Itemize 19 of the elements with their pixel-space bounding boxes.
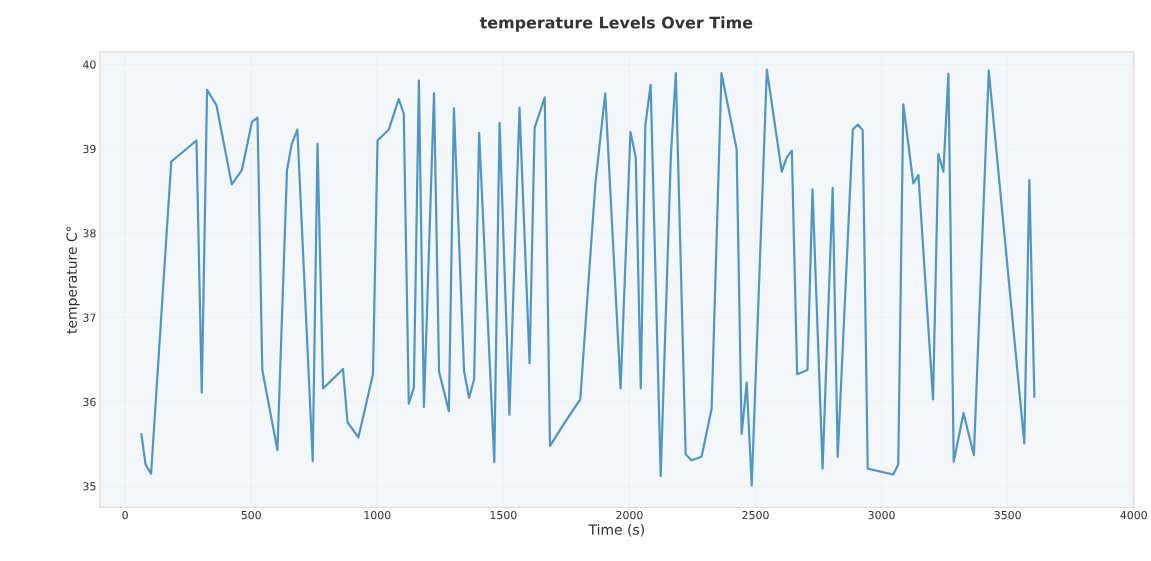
- y-tick-label: 37: [83, 313, 96, 322]
- x-tick-label: 0: [122, 510, 128, 520]
- y-tick-label: 40: [82, 60, 96, 69]
- x-axis-title: Time (s): [588, 523, 644, 537]
- y-tick-label: 39: [83, 144, 96, 153]
- x-tick-label: 4000: [1120, 510, 1147, 520]
- x-tick-label: 2500: [742, 510, 769, 520]
- y-tick-label: 35: [83, 482, 96, 491]
- x-tick-label: 3000: [868, 510, 895, 520]
- y-tick-label: 38: [83, 228, 96, 238]
- x-tick-label: 2000: [616, 510, 643, 520]
- x-tick-label: 3500: [994, 510, 1021, 520]
- chart-title: temperature Levels Over Time: [479, 16, 753, 32]
- line-series: [140, 68, 1036, 487]
- y-axis-title: temperature C°: [66, 226, 80, 334]
- y-tick-label: 36: [83, 397, 96, 406]
- x-tick-label: 1500: [490, 510, 517, 520]
- x-tick-label: 1000: [364, 510, 391, 520]
- x-tick-label: 500: [241, 510, 261, 520]
